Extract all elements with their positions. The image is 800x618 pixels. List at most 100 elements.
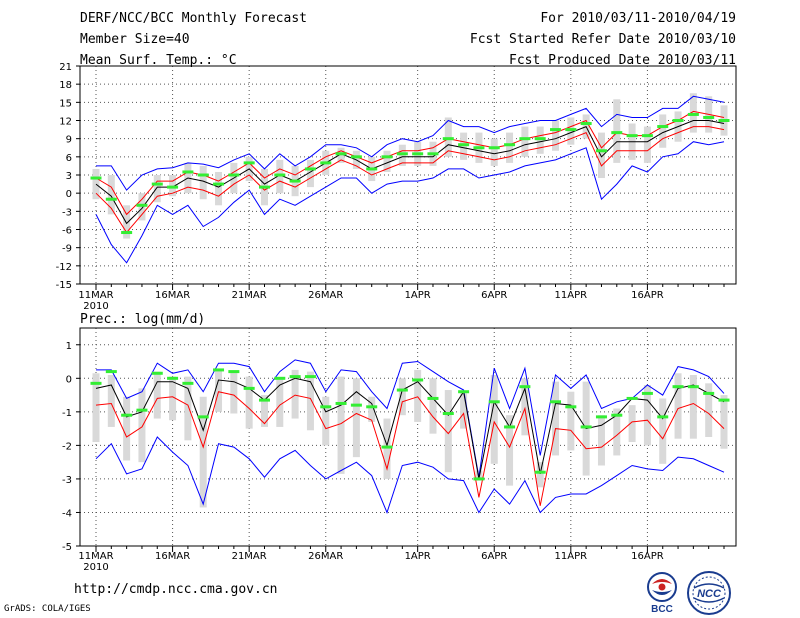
prec-max-line [96,359,725,478]
temp-min-line [95,141,725,264]
prec-marker [458,390,470,394]
svg-text:NCC: NCC [697,588,722,600]
prec-x-tick-label: 26MAR [308,551,343,562]
temp-marker [488,146,500,150]
temp-lower-line [95,126,725,234]
prec-spread-box [184,376,192,441]
prec-marker [626,396,638,400]
temp-spread-box [613,99,621,163]
temp-marker [289,179,301,183]
member-size: Member Size=40 [80,32,190,47]
prec-spread-box [460,393,468,429]
temp-spread-box [444,117,452,157]
temp-marker [550,128,562,132]
temp-spread-box [460,132,468,160]
prec-marker [427,396,439,400]
temp-spread-box [643,126,651,163]
temp-y-tick-label: -6 [62,226,72,237]
prec-y-tick-label: 0 [66,374,72,385]
prec-spread-box [230,371,238,414]
prec-marker [534,470,546,474]
temp-marker [121,231,133,235]
prec-y-tick-label: -4 [62,508,72,519]
prec-marker [687,385,699,389]
prec-marker [396,388,408,392]
prec-spread-box [536,462,544,488]
prec-spread-box [567,391,575,451]
temp-spread-box [521,126,529,157]
prec-marker [350,403,362,407]
prec-marker [504,425,516,429]
header-right: For 2010/03/11-2010/04/19 Fcst Started R… [470,10,736,73]
prec-marker [243,386,255,390]
temp-x-tick-label: 6APR [481,290,507,301]
prec-marker [580,425,592,429]
prec-marker [335,401,347,405]
temp-mean-line [95,120,725,225]
prec-spread-box [490,374,498,464]
temp-marker [534,137,546,141]
prec-spread-box [429,378,437,434]
temp-x-tick-label: 16MAR [155,290,190,301]
temp-marker [672,119,684,122]
prec-spread-box [613,408,621,456]
svg-text:BCC: BCC [651,604,673,614]
prec-spread-box [107,374,115,427]
temp-marker [90,176,102,180]
temp-marker [213,182,225,186]
temp-marker [320,161,332,165]
prec-y-tick-label: -1 [62,408,72,419]
prec-x-tick-label: 16APR [631,551,664,562]
chart-title: DERF/NCC/BCC Monthly Forecast [80,11,307,26]
forecast-started: Fcst Started Refer Date 2010/03/10 [469,32,736,47]
variable-label: Mean Surf. Temp.: °C [80,53,237,68]
prec-marker [136,408,148,412]
forecast-period: For 2010/03/11-2010/04/19 [540,11,736,26]
prec-spread-box [414,369,422,422]
prec-x-tick-label: 11MAR [78,551,113,562]
prec-mean-line [95,377,725,479]
prec-spread-box [138,388,146,463]
temp-spread-box [337,147,345,163]
temp-marker [519,137,531,141]
prec-marker [595,415,607,419]
prec-spread-box [92,373,100,443]
grads-credit: GrADS: COLA/IGES [4,604,91,614]
prec-spread-box [306,371,314,431]
temp-spread-box [536,126,544,154]
prec-marker [90,381,102,385]
temp-x-tick-label: 11MAR [78,290,113,301]
temp-marker [718,119,730,122]
prec-spread-box [597,415,605,466]
temp-marker [105,197,117,201]
temp-x-tick-label: 1APR [405,290,431,301]
prec-marker [274,376,286,380]
temp-spread-box [383,150,391,172]
prec-panel: -5 -4 -3 -2 -1 0 1 11MAR 16MAR 21MAR 26MAR 1APR 6APR… [62,312,737,573]
temp-marker [595,149,607,153]
temp-marker [396,152,408,156]
prec-spread-box [322,396,330,446]
prec-x-tick-label: 6APR [481,551,507,562]
temp-y-tick-label: 0 [66,189,72,200]
prec-marker [565,405,577,409]
temp-max-line [96,95,725,191]
prec-marker [442,412,454,416]
temp-panel: -15 -12 -9 -6 -3 0 3 6 9 12 15 18 21 11MAR 16MAR 21MAR 2… [56,62,737,312]
prec-y-tick-label: 1 [66,341,72,352]
temp-x-tick-label: 21MAR [232,290,267,301]
temp-marker [197,173,209,177]
prec-y-tick-label: -2 [62,441,72,452]
prec-marker [320,405,332,409]
temp-spread-box [169,175,177,197]
source-url: http://cmdp.ncc.cma.gov.cn [74,582,278,597]
prec-spread-box [352,378,360,458]
temp-marker [473,146,485,150]
prec-x-tick-label: 11APR [555,551,588,562]
prec-spread-box [383,418,391,479]
temp-spread-box [506,132,514,163]
temp-marker [258,185,270,189]
prec-spread-box [260,395,268,427]
temp-marker [335,152,347,156]
prec-spread-box [276,378,284,427]
